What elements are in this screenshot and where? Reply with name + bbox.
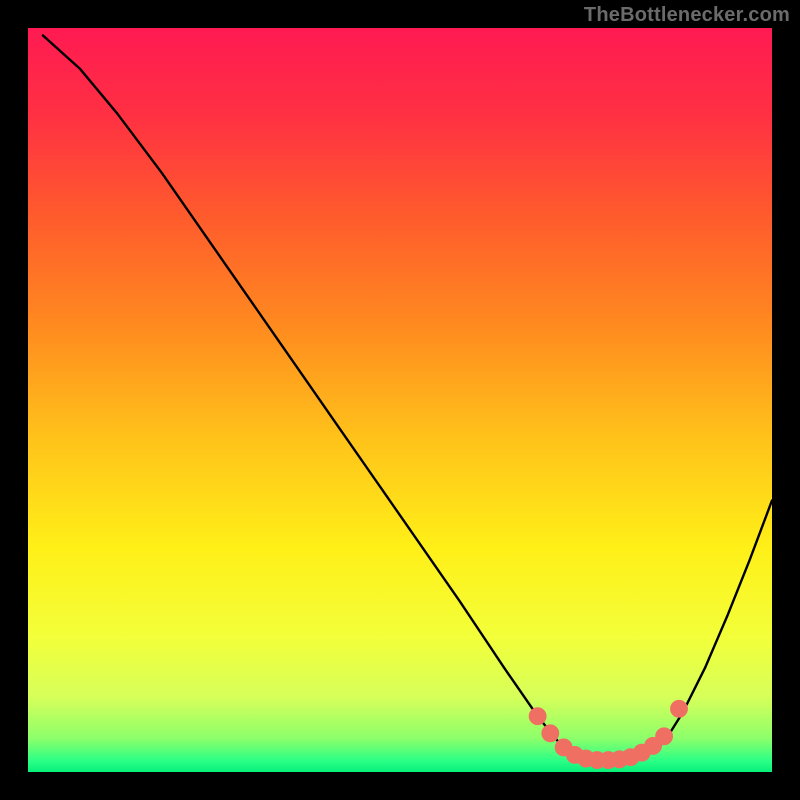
- plot-area: [28, 28, 772, 772]
- marker-dot: [545, 728, 555, 738]
- marker-dot: [674, 704, 684, 714]
- plot-svg: [28, 28, 772, 772]
- marker-dot: [648, 741, 658, 751]
- watermark-text: TheBottlenecker.com: [584, 4, 790, 27]
- chart-stage: TheBottlenecker.com: [0, 0, 800, 800]
- marker-dot: [532, 711, 542, 721]
- gradient-panel: [28, 28, 772, 772]
- marker-dot: [659, 731, 669, 741]
